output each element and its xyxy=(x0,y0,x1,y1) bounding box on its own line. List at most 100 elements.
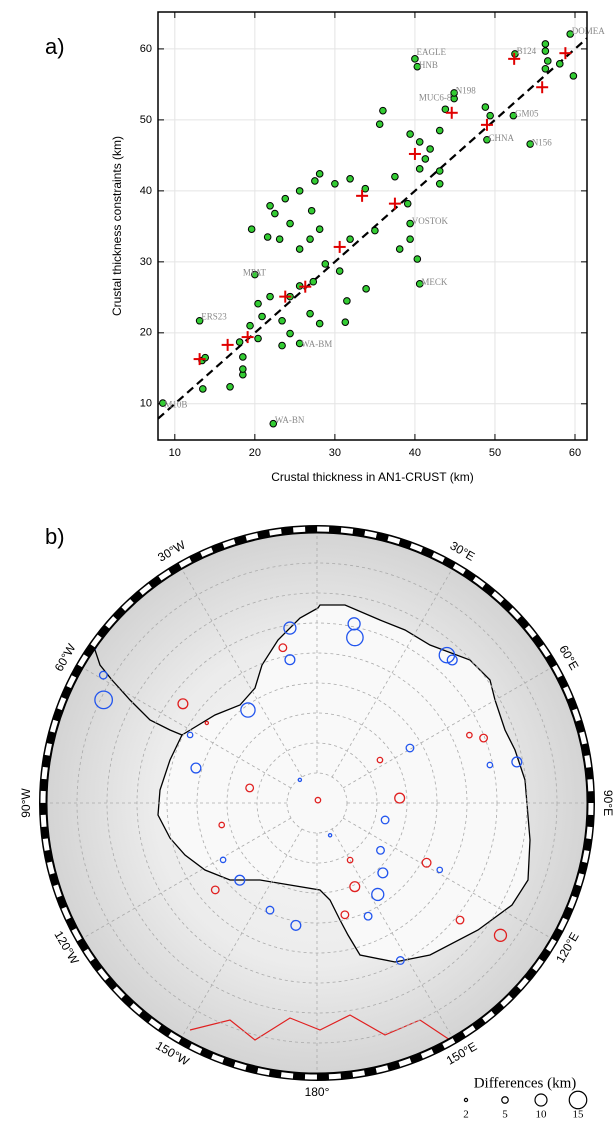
point xyxy=(483,135,491,144)
difference-circle xyxy=(376,845,385,855)
point xyxy=(239,365,247,373)
point xyxy=(406,235,414,243)
cross-marker xyxy=(559,47,572,60)
point-label: WA-BM xyxy=(301,339,332,349)
difference-circle xyxy=(327,832,333,838)
point xyxy=(391,172,399,181)
difference-circle xyxy=(190,762,202,774)
difference-circle xyxy=(245,783,255,793)
difference-circle xyxy=(363,911,373,921)
point-label: MECK xyxy=(421,277,448,287)
point xyxy=(275,235,284,243)
y-axis-label: Crustal thickness constraints (km) xyxy=(110,136,124,316)
point xyxy=(278,316,286,325)
point xyxy=(541,40,550,48)
longitude-label: 90°W xyxy=(19,788,33,818)
point xyxy=(406,130,414,138)
difference-circle xyxy=(479,733,489,743)
graticule xyxy=(342,667,552,789)
panel-label: b) xyxy=(45,524,65,549)
graticule xyxy=(82,817,292,939)
point-label: WA-BN xyxy=(275,415,305,425)
point xyxy=(307,206,316,215)
legend-label: 5 xyxy=(502,1109,508,1121)
longitude-label: 60°E xyxy=(556,643,581,673)
difference-circle xyxy=(405,743,415,753)
point xyxy=(331,179,339,188)
point xyxy=(413,255,422,263)
difference-circle xyxy=(446,654,458,666)
legend-label: 2 xyxy=(463,1109,469,1121)
point xyxy=(286,219,294,228)
cross-marker xyxy=(193,353,206,366)
point xyxy=(281,194,290,203)
point-label: M10B xyxy=(164,399,187,409)
difference-circle xyxy=(421,857,432,868)
x-tick-label: 10 xyxy=(169,447,181,459)
point xyxy=(311,177,319,185)
legend-circle xyxy=(463,1097,469,1103)
difference-circle xyxy=(455,915,465,925)
point xyxy=(159,399,167,407)
graticule xyxy=(181,568,303,778)
cross-marker xyxy=(333,240,346,253)
y-tick-label: 20 xyxy=(140,327,152,339)
point xyxy=(435,126,444,135)
map-border-ticks xyxy=(40,526,594,1080)
cross-marker xyxy=(508,52,521,65)
point xyxy=(278,341,286,350)
point xyxy=(481,103,490,111)
point xyxy=(343,297,351,305)
difference-circle xyxy=(380,815,390,825)
difference-circle xyxy=(349,881,361,893)
plot-frame xyxy=(157,11,588,441)
point xyxy=(258,312,266,321)
difference-circle xyxy=(177,698,189,710)
point xyxy=(195,316,204,325)
point xyxy=(309,277,318,286)
point xyxy=(555,60,564,68)
cross-marker xyxy=(356,189,369,202)
x-axis-label: Crustal thickness in AN1-CRUST (km) xyxy=(271,470,474,484)
point xyxy=(371,226,379,235)
y-tick-label: 50 xyxy=(140,114,152,126)
cross-marker xyxy=(445,106,458,119)
point xyxy=(263,233,272,241)
y-tick-label: 60 xyxy=(140,43,152,55)
point xyxy=(526,140,534,148)
point xyxy=(435,179,444,188)
y-tick-label: 10 xyxy=(140,398,152,410)
difference-circle xyxy=(511,756,523,768)
point xyxy=(426,145,434,153)
point-label: N156 xyxy=(532,137,552,147)
point xyxy=(541,47,550,55)
difference-circle xyxy=(376,756,384,764)
cross-marker xyxy=(388,197,401,210)
longitude-label: 180° xyxy=(305,1085,330,1099)
x-tick-label: 30 xyxy=(329,447,341,459)
point xyxy=(269,419,278,428)
x-tick-label: 40 xyxy=(409,447,421,459)
difference-circle xyxy=(371,887,385,902)
point xyxy=(569,72,578,80)
x-tick-label: 20 xyxy=(249,447,261,459)
point xyxy=(295,339,304,348)
difference-circle xyxy=(265,905,275,915)
longitude-label: 30°E xyxy=(448,539,478,564)
cross-marker xyxy=(221,338,234,351)
point xyxy=(246,321,254,330)
point xyxy=(415,138,424,146)
point xyxy=(247,225,256,233)
difference-circle xyxy=(210,885,220,895)
point xyxy=(411,55,419,63)
difference-circle xyxy=(98,670,108,680)
cross-marker xyxy=(279,290,292,303)
point xyxy=(346,235,354,243)
difference-circle xyxy=(347,617,361,631)
y-tick-label: 40 xyxy=(140,185,152,197)
point-label: B124 xyxy=(517,46,537,56)
point-label: DOMEA xyxy=(572,26,605,36)
point xyxy=(315,170,324,178)
